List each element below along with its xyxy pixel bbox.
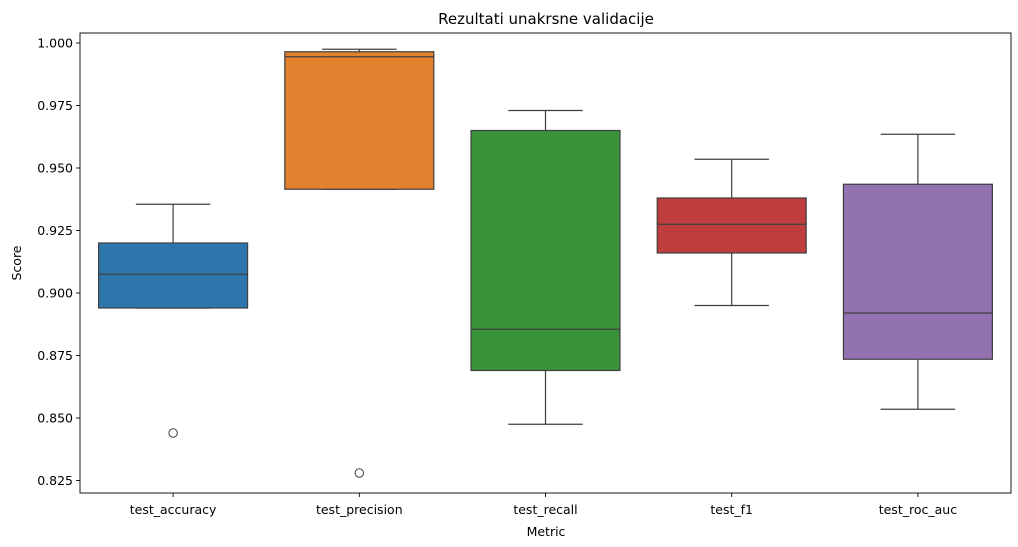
x-tick-label-test_precision: test_precision — [316, 502, 403, 517]
box-iqr — [284, 51, 435, 190]
box-test_accuracy — [98, 203, 249, 438]
x-axis-title: Metric — [527, 524, 566, 539]
y-tick-label: 0.950 — [37, 161, 73, 176]
y-tick-label: 1.000 — [37, 36, 73, 51]
outlier-point — [168, 428, 178, 438]
box-iqr — [656, 197, 807, 254]
x-tick-label-test_accuracy: test_accuracy — [130, 502, 217, 517]
plot-area — [98, 48, 993, 478]
y-tick-label: 0.900 — [37, 286, 73, 301]
y-axis: 0.825 0.850 0.875 0.900 0.925 0.950 0.975 1.000 — [37, 36, 80, 488]
outlier-point — [354, 468, 364, 478]
box-test_precision — [284, 48, 435, 478]
box-iqr — [470, 129, 621, 372]
y-tick-label: 0.925 — [37, 223, 73, 238]
box-test_roc_auc — [842, 133, 993, 410]
y-tick-label: 0.825 — [37, 473, 73, 488]
chart-title: Rezultati unakrsne validacije — [438, 10, 654, 28]
box-test_recall — [470, 109, 621, 425]
x-tick-label-test_recall: test_recall — [513, 502, 577, 517]
x-axis: test_accuracy test_precision test_recall te… — [130, 493, 957, 517]
box-iqr — [98, 242, 249, 309]
y-axis-title: Score — [9, 245, 24, 280]
box-iqr — [842, 183, 993, 360]
x-tick-label-test_roc_auc: test_roc_auc — [879, 502, 957, 517]
box-test_f1 — [656, 158, 807, 307]
y-tick-label: 0.850 — [37, 411, 73, 426]
y-tick-label: 0.975 — [37, 98, 73, 113]
x-tick-label-test_f1: test_f1 — [710, 502, 753, 517]
y-tick-label: 0.875 — [37, 348, 73, 363]
